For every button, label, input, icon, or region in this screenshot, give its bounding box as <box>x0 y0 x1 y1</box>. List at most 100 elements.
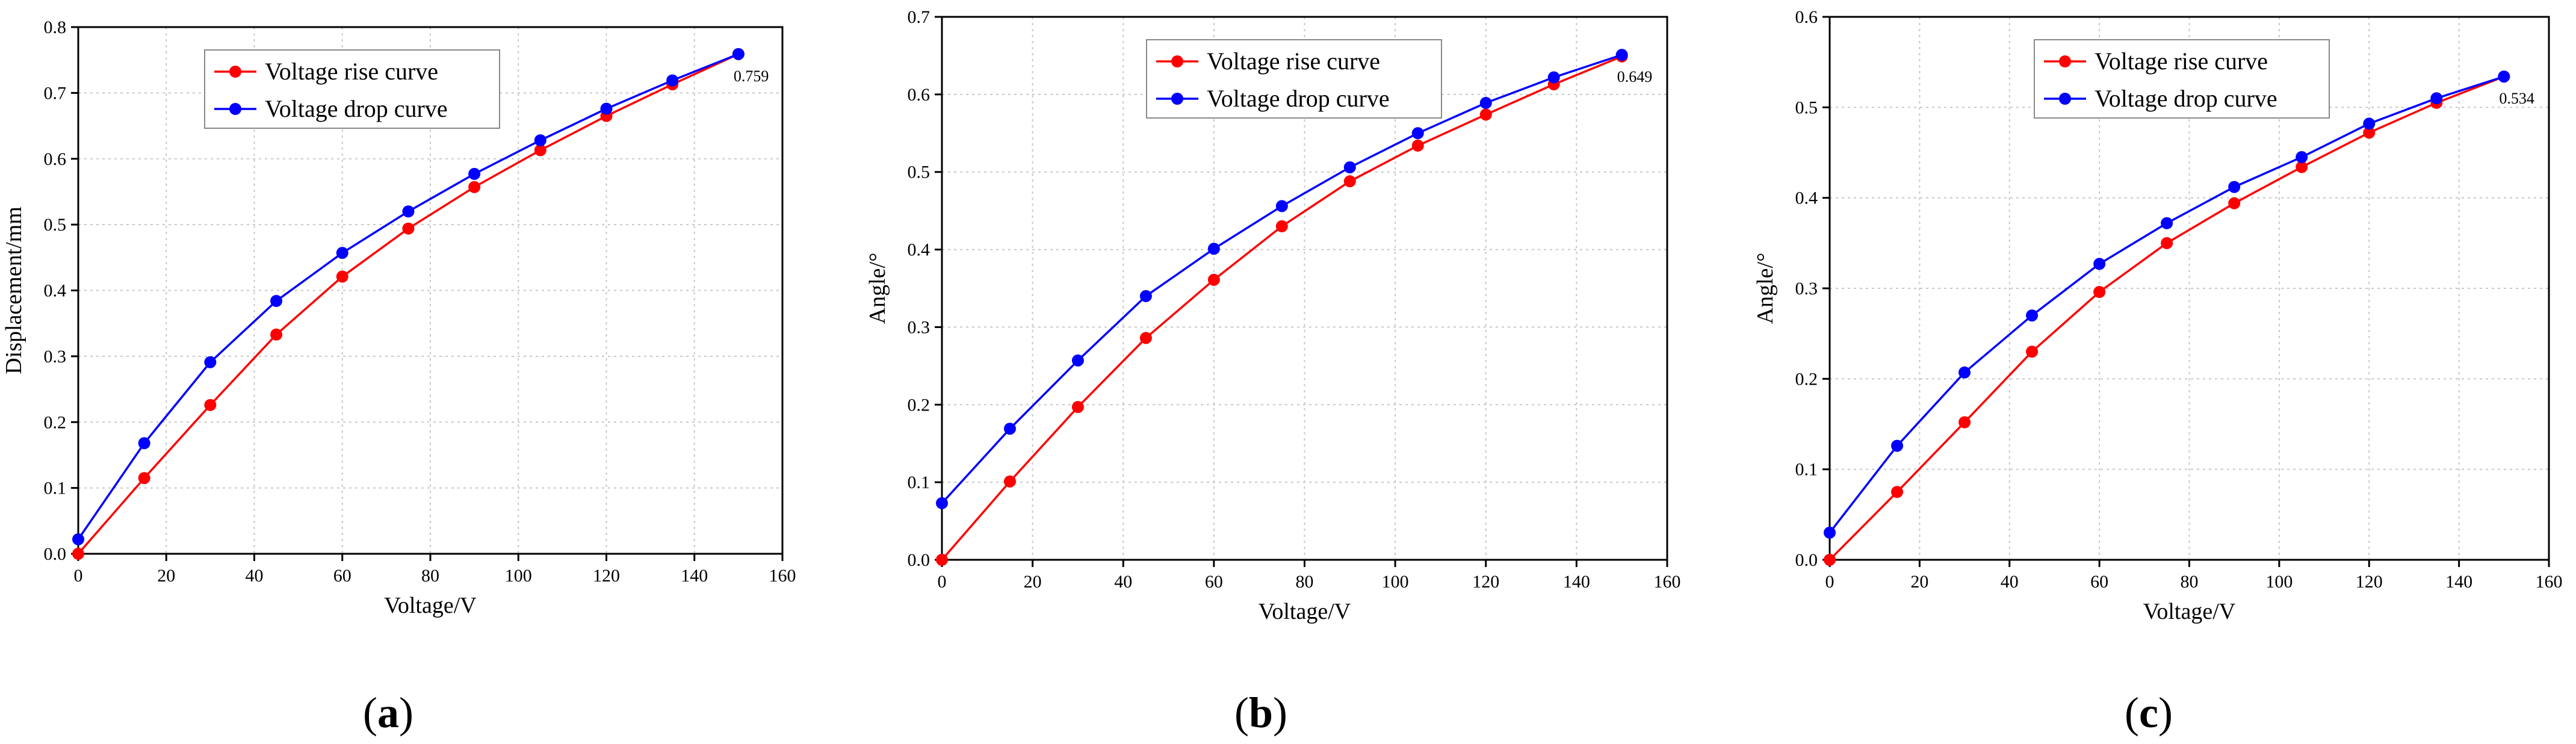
legend-swatch-marker <box>1171 55 1183 67</box>
data-point-rise <box>1824 554 1836 566</box>
y-tick-label: 0.4 <box>44 281 67 301</box>
x-tick-label: 20 <box>1910 572 1928 592</box>
x-tick-label: 140 <box>681 566 708 586</box>
data-point-drop <box>72 533 84 545</box>
legend-entry: Voltage drop curve <box>1207 85 1390 112</box>
data-point-drop <box>1547 71 1560 84</box>
data-point-rise <box>2363 126 2376 139</box>
y-tick-label: 0.6 <box>44 149 67 169</box>
data-point-drop <box>1615 49 1628 61</box>
legend-entry: Voltage rise curve <box>2095 48 2268 75</box>
x-tick-label: 160 <box>2536 572 2563 592</box>
legend-entry: Voltage drop curve <box>2095 85 2277 112</box>
legend-swatch-marker <box>229 103 241 115</box>
data-point-drop <box>2026 309 2039 322</box>
y-tick-label: 0.8 <box>44 17 67 37</box>
data-point-rise <box>1343 175 1356 188</box>
data-point-drop <box>402 205 415 218</box>
y-tick-label: 0.0 <box>908 550 930 570</box>
y-tick-label: 0.6 <box>1795 7 1818 27</box>
data-point-rise <box>1891 486 1904 498</box>
data-point-drop <box>2228 181 2241 193</box>
y-tick-label: 0.2 <box>44 412 67 432</box>
y-tick-label: 0.7 <box>44 83 67 103</box>
x-tick-label: 60 <box>333 566 351 586</box>
x-tick-label: 120 <box>1472 572 1499 592</box>
data-point-rise <box>2093 286 2106 299</box>
data-point-drop <box>1891 439 1904 452</box>
y-tick-label: 0.6 <box>908 85 930 105</box>
y-tick-label: 0.1 <box>1795 460 1818 480</box>
x-tick-label: 60 <box>1205 572 1223 592</box>
x-tick-label: 140 <box>2445 572 2472 592</box>
x-tick-label: 120 <box>2356 572 2383 592</box>
data-point-rise <box>1275 220 1288 232</box>
y-tick-label: 0.3 <box>908 317 930 337</box>
data-point-rise <box>72 548 84 560</box>
data-point-rise <box>2228 197 2241 209</box>
data-point-rise <box>138 472 150 485</box>
y-tick-label: 0.7 <box>908 7 930 27</box>
data-point-rise <box>1479 108 1492 121</box>
data-point-rise <box>468 181 481 193</box>
y-tick-label: 0.1 <box>908 473 930 492</box>
x-tick-label: 0 <box>74 566 83 586</box>
series-line-drop <box>1828 75 2504 533</box>
y-axis-label: Angle/° <box>1753 253 1778 324</box>
data-point-drop <box>2093 258 2106 270</box>
data-point-rise <box>2026 346 2039 358</box>
x-tick-label: 160 <box>769 566 796 586</box>
x-tick-label: 40 <box>246 566 264 586</box>
data-point-rise <box>1003 475 1016 488</box>
legend: Voltage rise curve Voltage drop curve <box>1146 39 1442 119</box>
legend: Voltage rise curve Voltage drop curve <box>2034 39 2330 119</box>
y-tick-label: 0.4 <box>908 240 930 260</box>
data-point-drop <box>666 74 679 87</box>
data-point-drop <box>2363 117 2376 130</box>
data-point-drop <box>1958 366 1971 379</box>
legend-swatch-marker <box>229 66 241 78</box>
data-point-drop <box>2296 151 2308 164</box>
x-tick-label: 0 <box>1825 572 1834 592</box>
legend-entry: Voltage drop curve <box>265 95 448 122</box>
series-line-drop <box>941 54 1623 504</box>
data-point-rise <box>534 144 546 157</box>
series-line-rise <box>1828 75 2504 561</box>
x-tick-label: 40 <box>2001 572 2019 592</box>
series-line-rise <box>941 55 1623 561</box>
y-tick-label: 0.0 <box>44 544 67 564</box>
y-tick-label: 0.5 <box>44 215 67 235</box>
data-point-drop <box>1139 290 1152 302</box>
x-tick-label: 100 <box>505 566 532 586</box>
data-point-rise <box>2161 237 2173 249</box>
legend-entry: Voltage rise curve <box>1207 48 1380 75</box>
end-value-label: 0.759 <box>734 67 769 85</box>
y-tick-label: 0.4 <box>1795 188 1818 208</box>
data-point-drop <box>468 167 481 180</box>
x-tick-label: 40 <box>1114 572 1132 592</box>
legend-box <box>2034 39 2330 119</box>
y-tick-label: 0.5 <box>1795 98 1818 117</box>
data-point-rise <box>1207 273 1220 286</box>
legend-box <box>1146 39 1442 119</box>
chart-panel-a: 0 20 40 60 80 100 120 140 160 0.0 0.1 0.2 0.3 0.4 0.5 0… <box>1 17 796 737</box>
x-tick-label: 60 <box>2090 572 2108 592</box>
data-point-drop <box>1479 97 1492 110</box>
x-axis-label: Voltage/V <box>1259 599 1351 624</box>
data-point-rise <box>1411 139 1424 152</box>
y-tick-label: 0.3 <box>1795 279 1818 299</box>
data-point-rise <box>1958 416 1971 429</box>
panel-caption: (c) <box>2125 689 2173 737</box>
end-value-label: 0.534 <box>2499 90 2534 107</box>
data-point-drop <box>336 247 348 259</box>
data-point-rise <box>336 270 348 283</box>
data-point-drop <box>2498 70 2510 83</box>
data-point-drop <box>1003 423 1016 435</box>
legend-swatch-marker <box>2059 55 2071 67</box>
x-tick-label: 100 <box>1382 572 1409 592</box>
x-tick-label: 0 <box>938 572 947 592</box>
y-axis-label: Angle/° <box>865 253 890 324</box>
x-axis-label: Voltage/V <box>2143 599 2236 624</box>
x-tick-label: 80 <box>2181 572 2199 592</box>
